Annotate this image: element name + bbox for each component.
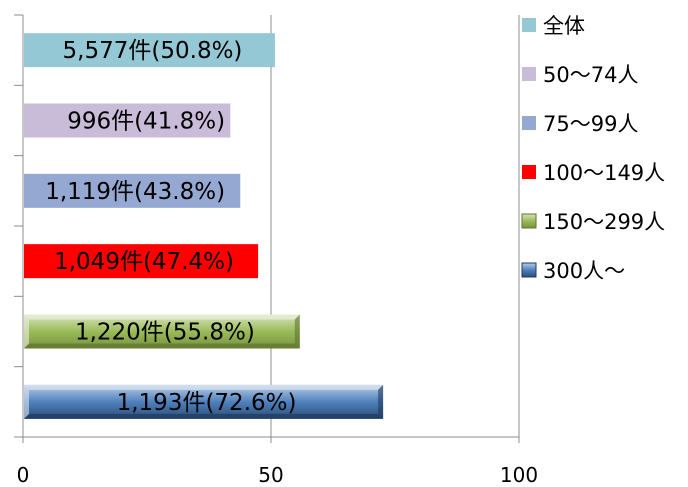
bar-bevel (294, 314, 300, 349)
bar (24, 173, 241, 208)
x-tick-label: 50 (258, 463, 283, 487)
bars (24, 33, 384, 419)
x-tick-labels: 0 50 100 (17, 463, 538, 487)
bar (24, 103, 231, 138)
data-label: 1,049件(47.4%) (54, 249, 234, 275)
legend-label: 全体 (543, 14, 585, 38)
legend: 全体 50〜74人 75〜99人 100〜149人 150〜299人 300人〜 (521, 14, 665, 283)
gridlines (270, 15, 520, 437)
data-label: 5,577件(50.8%) (63, 38, 243, 64)
legend-swatch (522, 165, 536, 179)
bar-bevel (24, 384, 29, 419)
bar-bevel (24, 314, 29, 349)
data-label: 1,193件(72.6%) (117, 390, 297, 416)
bar-bevel (378, 384, 384, 419)
x-tick-label: 0 (17, 463, 30, 487)
bar (24, 314, 300, 349)
legend-swatch (521, 213, 537, 229)
data-label: 996件(41.8%) (67, 109, 225, 135)
bar (24, 384, 384, 419)
bar-bevel (24, 384, 384, 390)
bar (24, 33, 275, 68)
legend-label: 150〜299人 (543, 210, 665, 234)
bar-bevel (24, 343, 300, 349)
legend-label: 50〜74人 (543, 63, 638, 87)
data-label: 1,119件(43.8%) (45, 179, 225, 205)
legend-swatch (522, 18, 536, 32)
legend-swatch (522, 116, 536, 130)
axes (14, 14, 520, 443)
data-label: 1,220件(55.8%) (75, 320, 255, 346)
legend-label: 300人〜 (543, 259, 625, 283)
data-labels: 5,577件(50.8%) 996件(41.8%) 1,119件(43.8%) 1,0… (45, 38, 296, 416)
legend-label: 75〜99人 (543, 112, 638, 136)
legend-swatch (522, 67, 536, 81)
legend-swatch (521, 262, 537, 278)
bar-bevel (24, 314, 300, 320)
legend-label: 100〜149人 (543, 161, 665, 185)
bar-bevel (24, 413, 384, 419)
bar (24, 244, 259, 279)
x-tick-label: 100 (500, 463, 538, 487)
